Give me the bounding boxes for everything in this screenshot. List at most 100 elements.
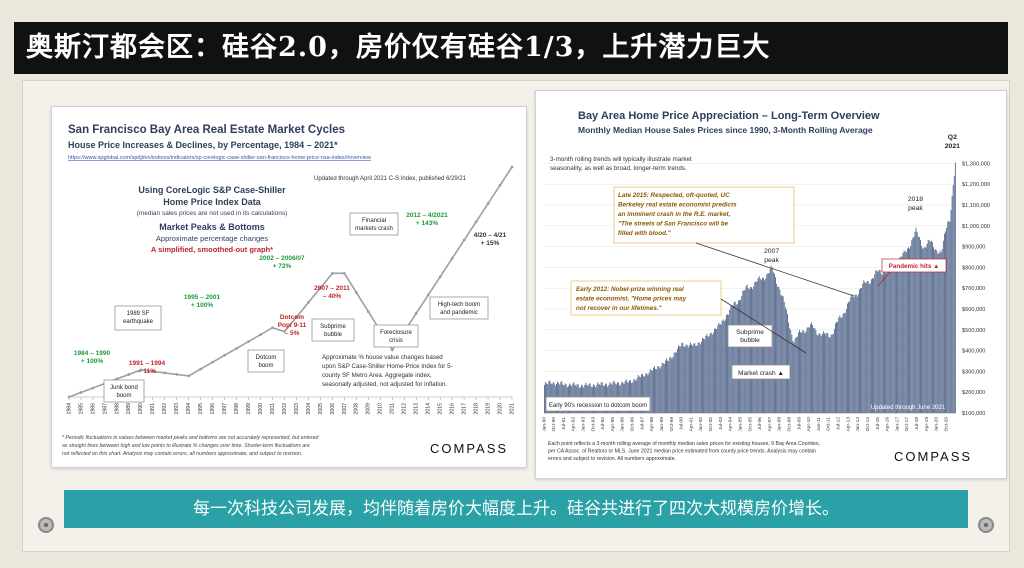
price-bar	[732, 305, 734, 413]
quote-2015-line: Berkeley real estate economist predicts	[618, 202, 737, 209]
price-bar	[657, 366, 659, 413]
caption-text: 每一次科技公司发展，均伴随着房价大幅度上升。硅谷共进行了四次大规模房价增长。	[193, 499, 839, 519]
price-bar	[780, 294, 782, 413]
price-bar	[719, 324, 721, 413]
intro-line: seasonality, as well as broad, longer-te…	[550, 165, 687, 172]
y-tick-label: $600,000	[962, 307, 985, 313]
x-tick-label: Oct-02	[708, 417, 714, 432]
price-bar	[660, 366, 662, 413]
arrow-2015	[695, 242, 855, 297]
price-bar	[817, 335, 819, 413]
x-tick-label: Apr-07	[767, 417, 773, 432]
x-tick-label: 2005	[318, 403, 324, 415]
price-bar	[862, 283, 864, 413]
x-tick-label: Oct-08	[787, 417, 793, 432]
price-bar	[845, 309, 847, 413]
method-note-line: county SF Metro Area. Aggregate index,	[322, 372, 432, 379]
price-bar	[724, 319, 726, 413]
price-bar	[647, 375, 649, 413]
price-bar	[697, 342, 699, 413]
x-tick-label: Jul-15	[875, 417, 881, 430]
price-chart-title: Bay Area Home Price Appreciation – Long-…	[578, 110, 880, 122]
price-bar	[916, 232, 918, 413]
price-bar	[812, 325, 814, 413]
price-bar	[878, 269, 880, 413]
price-bar	[707, 336, 709, 413]
price-bar	[897, 265, 899, 413]
price-bar	[792, 341, 794, 413]
cycles-point	[211, 360, 215, 364]
price-bar	[894, 264, 896, 413]
quote-2015-line: "The streets of San Francisco will be	[618, 221, 729, 228]
cycles-point	[91, 386, 95, 390]
price-bar	[722, 319, 724, 413]
x-tick-label: Apr-10	[806, 417, 812, 432]
event-box	[349, 212, 399, 236]
method-line: (median sales prices are not used in its…	[137, 210, 288, 217]
price-bar	[772, 272, 774, 413]
x-tick-label: Jan-20	[934, 417, 940, 432]
price-bar	[740, 300, 742, 413]
price-bar	[694, 343, 696, 413]
crash-callout	[731, 364, 791, 380]
price-bar	[855, 294, 857, 413]
x-tick-label: 1997	[222, 403, 228, 415]
price-bar	[805, 331, 807, 413]
method-note-line: upon S&P Case-Shiller Home-Price Index f…	[322, 363, 453, 370]
price-bar	[926, 244, 928, 413]
price-bar	[743, 290, 745, 413]
cycles-point	[283, 330, 286, 333]
page-title-banner: 奥斯汀都会区：硅谷2.0，房价仅有硅谷1/3，上升潜力巨大	[14, 22, 1008, 74]
price-bar	[921, 245, 923, 413]
price-bar	[913, 236, 915, 413]
cycles-point	[259, 333, 262, 337]
price-bar	[681, 342, 683, 413]
price-bar	[702, 338, 703, 413]
price-bar	[706, 334, 708, 413]
cycles-point	[486, 202, 490, 205]
price-bar	[686, 345, 688, 413]
price-bar	[790, 330, 792, 413]
price-bar	[870, 279, 872, 413]
x-tick-label: Apr-13	[845, 417, 851, 432]
price-bar	[937, 253, 939, 413]
x-tick-label: Jul-03	[718, 417, 724, 430]
price-bar	[864, 282, 866, 413]
event-box-label: Junk bond	[110, 385, 138, 391]
x-tick-label: Oct-14	[865, 417, 871, 432]
price-bar	[841, 317, 843, 413]
price-bar	[948, 220, 950, 413]
price-bar	[739, 299, 740, 413]
price-bar	[953, 175, 955, 413]
price-bar	[709, 333, 711, 413]
event-box-label: bubble	[324, 332, 343, 338]
price-bar	[639, 377, 641, 413]
price-bar	[839, 315, 841, 413]
price-bar	[691, 344, 693, 413]
cycles-chart-svg: San Francisco Bay Area Real Estate Marke…	[62, 124, 515, 457]
price-bar	[880, 273, 882, 413]
x-tick-label: Jan-14	[855, 417, 861, 432]
x-tick-label: 2006	[330, 403, 336, 415]
price-bar	[753, 286, 755, 413]
x-tick-label: 2012	[402, 403, 408, 415]
x-tick-label: Oct-17	[904, 417, 910, 432]
price-bar	[823, 331, 824, 413]
cycles-chart-source-link[interactable]: https://www.spglobal.com/spdji/en/indice…	[68, 155, 371, 161]
price-bar	[704, 339, 706, 413]
y-tick-label: $900,000	[962, 245, 985, 251]
event-box-label: Subprime	[320, 324, 346, 330]
cycles-point	[67, 395, 71, 399]
price-bar	[909, 248, 911, 413]
x-tick-label: Jan-99	[659, 417, 665, 432]
x-tick-label: 2001	[270, 403, 276, 415]
peak-label: Q2	[948, 134, 957, 141]
price-bar	[783, 301, 785, 413]
cycles-point	[366, 310, 370, 314]
x-tick-label: 2009	[366, 403, 372, 415]
price-bar	[545, 382, 546, 413]
quote-2012-line: not recover in our lifetimes."	[576, 305, 663, 312]
price-bar	[698, 342, 700, 413]
x-tick-label: 1999	[246, 403, 252, 415]
y-tick-label: $1,100,000	[962, 203, 990, 209]
